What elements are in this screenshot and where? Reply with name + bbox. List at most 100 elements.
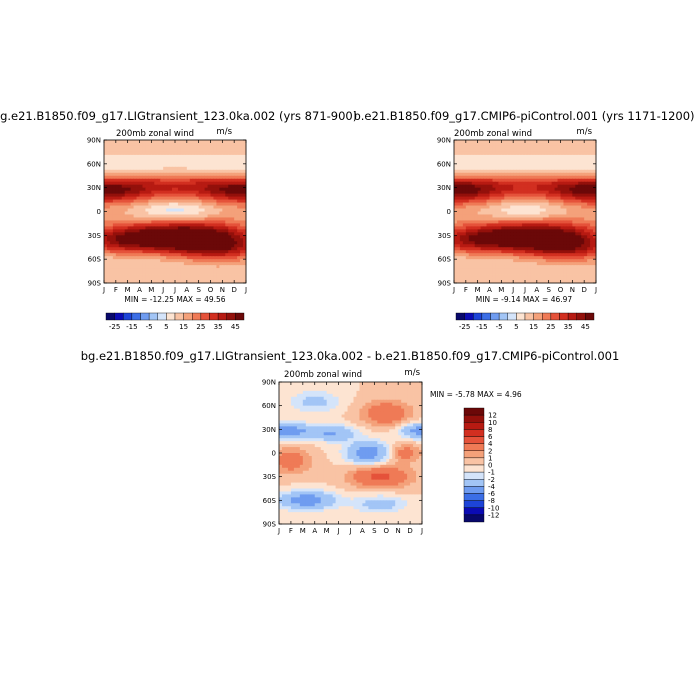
heatmap-cell xyxy=(175,142,179,147)
heatmap-cell xyxy=(198,148,203,153)
heatmap-cell xyxy=(243,160,247,165)
heatmap-cell xyxy=(563,256,567,260)
heatmap-cell xyxy=(533,274,538,278)
heatmap-cell xyxy=(124,160,129,165)
heatmap-cell xyxy=(225,238,229,242)
heatmap-cell xyxy=(160,160,164,165)
heatmap-cell xyxy=(204,214,208,218)
heatmap-cell xyxy=(527,220,532,224)
heatmap-cell xyxy=(584,187,588,192)
heatmap-cell xyxy=(483,142,487,147)
heatmap-cell xyxy=(465,259,470,263)
heatmap-cell xyxy=(486,277,490,281)
heatmap-cell xyxy=(557,241,561,245)
heatmap-cell xyxy=(121,181,126,186)
heatmap-cell xyxy=(489,271,493,275)
heatmap-cell xyxy=(578,220,582,224)
heatmap-cell xyxy=(483,190,487,195)
heatmap-cell xyxy=(480,172,484,177)
heatmap-cell xyxy=(575,181,579,186)
heatmap-cell xyxy=(557,199,561,203)
heatmap-cell xyxy=(216,140,220,144)
heatmap-cell xyxy=(166,226,170,230)
heatmap-cell xyxy=(554,247,558,251)
heatmap-cell xyxy=(240,181,244,186)
heatmap-cell xyxy=(121,244,126,248)
y-tick-label: 90N xyxy=(87,137,101,145)
heatmap-cell xyxy=(240,211,244,215)
heatmap-cell xyxy=(513,268,517,272)
heatmap-cell xyxy=(462,244,467,248)
heatmap-cell xyxy=(130,250,134,254)
heatmap-cell xyxy=(151,226,155,230)
heatmap-cell xyxy=(219,241,223,245)
heatmap-cell xyxy=(566,262,570,266)
heatmap-cell xyxy=(501,238,505,242)
x-tick-label: D xyxy=(231,286,236,294)
heatmap-cell xyxy=(563,208,567,212)
heatmap-cell xyxy=(180,208,185,212)
heatmap-cell xyxy=(554,181,558,186)
heatmap-cell xyxy=(465,250,470,254)
heatmap-cell xyxy=(183,163,188,168)
heatmap-cell xyxy=(172,256,176,260)
heatmap-cell xyxy=(163,208,167,212)
heatmap-cell xyxy=(498,229,502,233)
heatmap-cell xyxy=(527,223,532,227)
heatmap-cell xyxy=(542,199,547,203)
heatmap-cell xyxy=(519,268,523,272)
heatmap-cell xyxy=(163,151,167,156)
heatmap-cell xyxy=(474,142,479,147)
heatmap-cell xyxy=(326,390,331,395)
heatmap-cell xyxy=(507,271,511,275)
heatmap-cell xyxy=(507,229,511,233)
heatmap-cell xyxy=(207,175,211,180)
heatmap-cell xyxy=(536,190,541,195)
heatmap-cell xyxy=(371,384,375,389)
heatmap-cell xyxy=(527,250,532,254)
heatmap-cell xyxy=(501,148,505,153)
heatmap-cell xyxy=(468,247,473,251)
heatmap-cell xyxy=(474,184,479,189)
heatmap-cell xyxy=(462,256,467,260)
heatmap-cell xyxy=(462,187,467,192)
heatmap-cell xyxy=(163,172,167,177)
heatmap-cell xyxy=(172,175,176,180)
heatmap-cell xyxy=(545,151,550,156)
heatmap-cell xyxy=(228,193,232,198)
heatmap-cell xyxy=(492,208,496,212)
heatmap-cell xyxy=(228,187,232,192)
heatmap-cell xyxy=(136,235,140,239)
heatmap-cell xyxy=(198,217,203,221)
heatmap-cell xyxy=(133,256,137,260)
heatmap-cell xyxy=(468,253,473,257)
heatmap-cell xyxy=(207,247,211,251)
heatmap-cell xyxy=(492,244,496,248)
heatmap-cell xyxy=(154,250,158,254)
heatmap-cell xyxy=(139,280,143,284)
heatmap-cell xyxy=(163,211,167,215)
heatmap-cell xyxy=(483,205,487,209)
heatmap-cell xyxy=(459,202,464,206)
heatmap-cell xyxy=(581,181,585,186)
heatmap-cell xyxy=(118,145,123,150)
heatmap-cell xyxy=(483,140,487,144)
heatmap-cell xyxy=(501,199,505,203)
heatmap-cell xyxy=(545,226,550,230)
heatmap-cell xyxy=(474,178,479,183)
heatmap-cell xyxy=(213,190,217,195)
heatmap-cell xyxy=(347,384,351,389)
heatmap-cell xyxy=(536,274,541,278)
heatmap-cell xyxy=(104,238,108,242)
heatmap-cell xyxy=(204,271,208,275)
heatmap-cell xyxy=(551,193,555,198)
heatmap-cell xyxy=(204,190,208,195)
heatmap-cell xyxy=(495,280,499,284)
heatmap-cell xyxy=(151,205,155,209)
heatmap-cell xyxy=(130,217,134,221)
heatmap-cell xyxy=(477,217,482,221)
heatmap-cell xyxy=(154,208,158,212)
heatmap-cell xyxy=(569,145,573,150)
heatmap-cell xyxy=(195,160,200,165)
heatmap-cell xyxy=(486,220,490,224)
